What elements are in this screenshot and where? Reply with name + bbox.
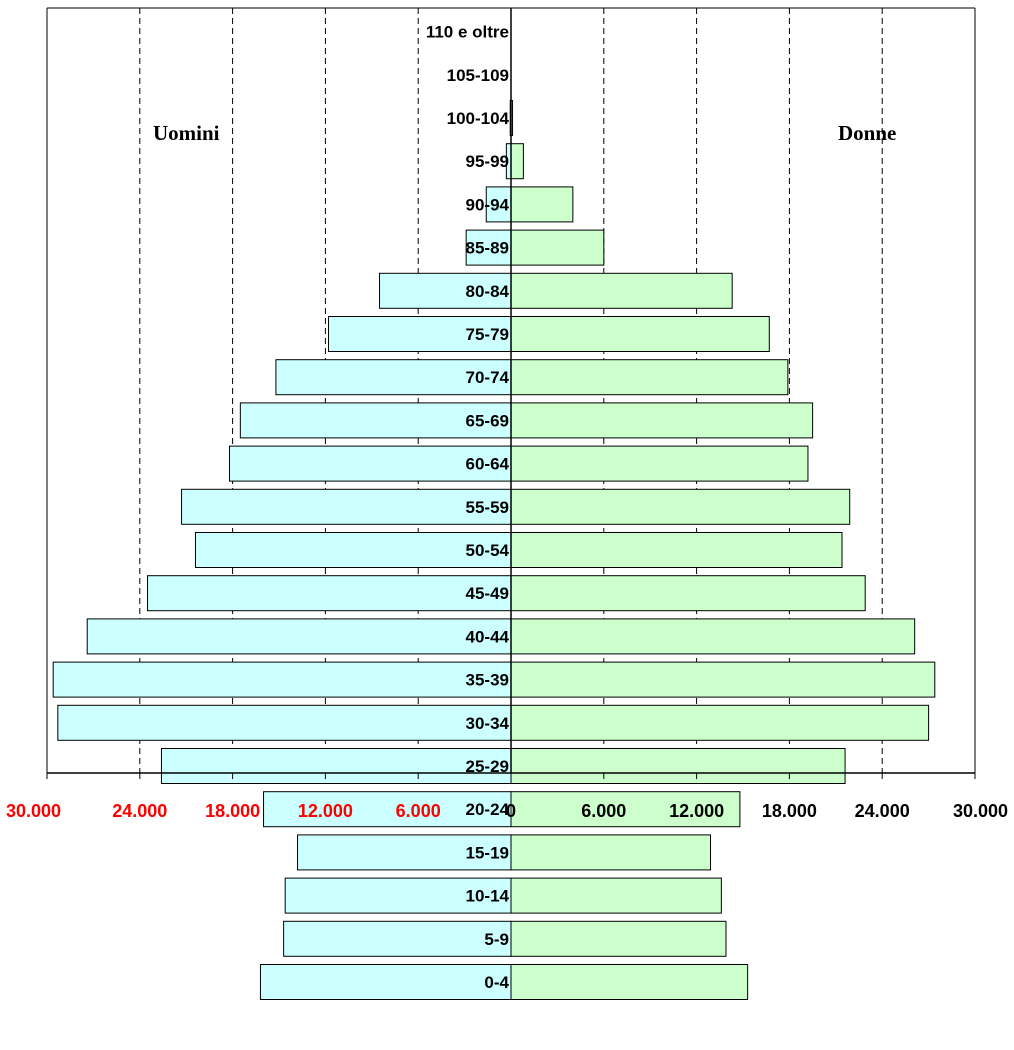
- bar-donne-95-99: [510, 143, 524, 180]
- bar-uomini-0-4: [259, 964, 512, 1000]
- x-tick-label: 6.000: [396, 801, 441, 821]
- category-label-20-24: 20-24: [466, 800, 510, 819]
- category-label-60-64: 60-64: [466, 455, 510, 474]
- bars: [52, 8, 936, 1000]
- category-label-0-4: 0-4: [484, 973, 509, 992]
- bar-donne-20-24: [510, 791, 741, 828]
- bar-uomini-25-29: [160, 748, 512, 784]
- category-label-5-9: 5-9: [484, 930, 509, 949]
- bar-donne-50-54: [510, 532, 843, 568]
- bar-uomini-35-39: [52, 661, 512, 698]
- category-label-65-69: 65-69: [466, 411, 509, 430]
- category-label-85-89: 85-89: [466, 239, 509, 258]
- x-tick-label: 24.000: [855, 801, 910, 821]
- category-label-15-19: 15-19: [466, 843, 509, 862]
- bar-donne-70-74: [510, 359, 789, 396]
- bar-uomini-60-64: [229, 445, 512, 482]
- category-label-30-34: 30-34: [466, 714, 510, 733]
- category-label-35-39: 35-39: [466, 671, 509, 690]
- x-axis: 30.000 24.000 18.000 12.000 6.000 0 6.000 12.00…: [6, 773, 1008, 821]
- bar-uomini-15-19: [297, 834, 512, 871]
- bar-uomini-65-69: [239, 402, 512, 439]
- bar-uomini-80-84: [379, 272, 512, 309]
- category-labels: 0-4 5-9 10-14 15-19 20-24 25-29 30-34 35-39 40-4…: [426, 23, 510, 992]
- bar-donne-35-39: [510, 661, 936, 698]
- x-tick-label: 30.000: [953, 801, 1008, 821]
- category-label-10-14: 10-14: [466, 887, 510, 906]
- x-tick-label: 6.000: [581, 801, 626, 821]
- category-label-70-74: 70-74: [466, 368, 510, 387]
- bar-donne-65-69: [510, 402, 814, 439]
- x-tick-label: 30.000: [6, 801, 61, 821]
- x-tick-label: 12.000: [669, 801, 724, 821]
- bar-donne-30-34: [510, 704, 930, 741]
- bar-uomini-50-54: [194, 532, 512, 568]
- category-label-95-99: 95-99: [466, 152, 509, 171]
- bar-uomini-70-74: [275, 359, 512, 396]
- bar-donne-15-19: [510, 834, 712, 871]
- bar-uomini-40-44: [86, 618, 512, 655]
- category-label-55-59: 55-59: [466, 498, 509, 517]
- side-label-uomini: Uomini: [153, 121, 220, 145]
- bar-uomini-75-79: [327, 316, 512, 352]
- bar-uomini-30-34: [57, 704, 512, 741]
- bar-uomini-10-14: [284, 877, 512, 914]
- bar-donne-5-9: [510, 920, 727, 957]
- bar-uomini-5-9: [283, 920, 512, 957]
- bar-donne-75-79: [510, 316, 770, 352]
- bar-donne-0-4: [510, 964, 749, 1000]
- bar-uomini-55-59: [181, 488, 512, 525]
- bar-donne-55-59: [510, 488, 851, 525]
- x-tick-label: 18.000: [205, 801, 260, 821]
- bar-donne-10-14: [510, 877, 722, 914]
- category-label-75-79: 75-79: [466, 325, 509, 344]
- category-label-90-94: 90-94: [466, 195, 510, 214]
- bar-donne-45-49: [510, 575, 866, 612]
- category-label-25-29: 25-29: [466, 757, 509, 776]
- category-label-100-104: 100-104: [447, 109, 510, 128]
- x-tick-label: 24.000: [112, 801, 167, 821]
- x-tick-label: 0: [506, 801, 516, 821]
- bar-donne-25-29: [510, 748, 846, 784]
- category-label-110-e-oltre: 110 e oltre: [426, 23, 509, 42]
- category-label-105-109: 105-109: [447, 66, 509, 85]
- category-label-50-54: 50-54: [466, 541, 510, 560]
- side-label-donne: Donne: [838, 121, 896, 145]
- bar-uomini-85-89: [465, 229, 512, 266]
- bar-donne-40-44: [510, 618, 916, 655]
- x-tick-label: 12.000: [298, 801, 353, 821]
- bar-donne-85-89: [510, 229, 605, 266]
- bar-donne-60-64: [510, 445, 809, 482]
- bar-uomini-45-49: [147, 575, 512, 612]
- category-label-45-49: 45-49: [466, 584, 509, 603]
- bar-donne-80-84: [510, 272, 733, 309]
- bar-donne-90-94: [510, 186, 574, 223]
- x-tick-label: 18.000: [762, 801, 817, 821]
- category-label-80-84: 80-84: [466, 282, 510, 301]
- category-label-40-44: 40-44: [466, 627, 510, 646]
